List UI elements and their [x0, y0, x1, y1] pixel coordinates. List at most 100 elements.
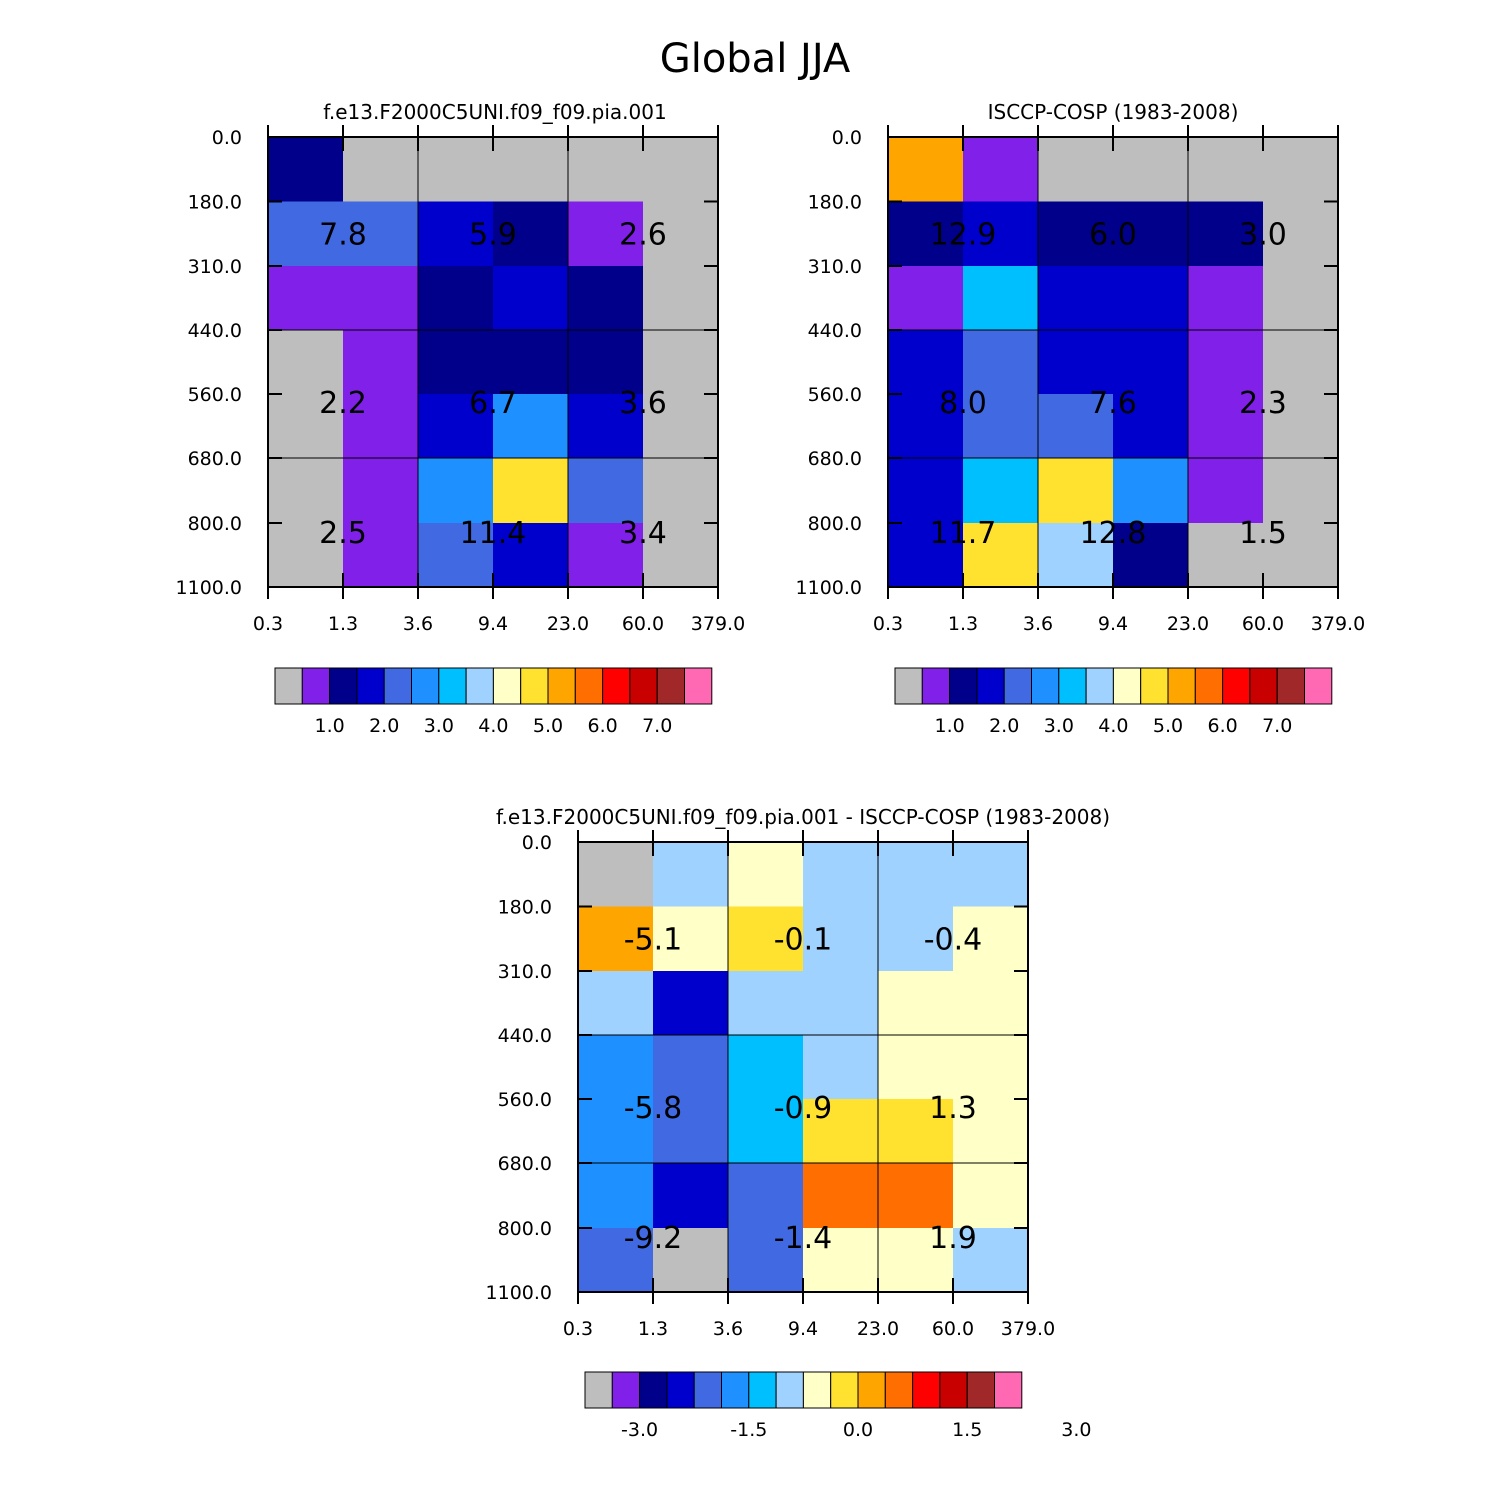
- x-tick-label: 0.3: [873, 613, 903, 635]
- colorbar-label: 5.0: [1153, 715, 1183, 737]
- cell-value-label: -9.2: [624, 1221, 683, 1256]
- heatmap-cell: [653, 1099, 729, 1164]
- heatmap-cell: [1188, 330, 1264, 395]
- colorbar-swatch: [721, 1371, 750, 1409]
- colorbar-swatch: [684, 667, 713, 705]
- panel-title: ISCCP-COSP (1983-2008): [988, 100, 1239, 124]
- colorbar-swatch: [602, 667, 631, 705]
- colorbar-swatch: [301, 667, 331, 705]
- heatmap-cell: [803, 906, 879, 972]
- colorbar-swatch: [356, 667, 385, 705]
- y-tick-label: 680.0: [498, 1153, 552, 1175]
- x-tick-label: 0.3: [253, 613, 283, 635]
- colorbar-label: -3.0: [621, 1419, 658, 1441]
- heatmap-cell: [493, 266, 569, 331]
- y-tick-label: 800.0: [498, 1218, 552, 1240]
- heatmap-cell: [878, 1163, 954, 1229]
- colorbar-swatch: [1112, 667, 1142, 705]
- y-tick-label: 0.0: [212, 127, 242, 149]
- x-tick-label: 1.3: [948, 613, 978, 635]
- heatmap-cell: [888, 458, 964, 524]
- x-tick-label: 379.0: [691, 613, 745, 635]
- heatmap-cell: [878, 1228, 954, 1293]
- colorbar-label: 5.0: [533, 715, 563, 737]
- heatmap-cell: [1263, 330, 1339, 395]
- heatmap-cell: [963, 266, 1039, 331]
- cell-value-label: -5.8: [624, 1091, 683, 1126]
- panel-title: f.e13.F2000C5UNI.f09_f09.pia.001: [323, 100, 666, 124]
- heatmap-cell: [493, 201, 569, 267]
- y-tick-label: 560.0: [498, 1089, 552, 1111]
- heatmap-cell: [1113, 458, 1189, 524]
- heatmap-cell: [578, 1035, 654, 1100]
- colorbar-label: 4.0: [1098, 715, 1128, 737]
- colorbar-swatch: [912, 1371, 941, 1409]
- heatmap-cell: [1038, 266, 1114, 331]
- heatmap-cell: [803, 1099, 879, 1164]
- heatmap-cell: [963, 330, 1039, 395]
- panel-title: f.e13.F2000C5UNI.f09_f09.pia.001 - ISCCP…: [496, 805, 1110, 829]
- heatmap-cell: [268, 523, 344, 588]
- colorbar-swatch: [884, 1371, 914, 1409]
- heatmap-cell: [728, 842, 804, 907]
- colorbar-swatch: [1140, 667, 1169, 705]
- heatmap-cell: [343, 458, 419, 524]
- heatmap-cell: [1038, 201, 1114, 267]
- colorbar-swatch: [1031, 667, 1060, 705]
- cell-value-label: 3.0: [1239, 218, 1287, 253]
- y-tick-label: 180.0: [188, 192, 242, 214]
- heatmap-cell: [963, 137, 1039, 202]
- colorbar-label: 4.0: [478, 715, 508, 737]
- heatmap-cell: [888, 201, 964, 267]
- heatmap-cell: [1038, 394, 1114, 459]
- colorbar-swatch: [994, 1371, 1023, 1409]
- y-tick-label: 440.0: [188, 320, 242, 342]
- heatmap-cell: [1263, 394, 1339, 459]
- colorbar-swatch: [520, 667, 549, 705]
- colorbar-swatch: [639, 1371, 668, 1409]
- colorbar-label: 7.0: [642, 715, 672, 737]
- heatmap-cell: [803, 1228, 879, 1293]
- heatmap-cell: [953, 1163, 1029, 1229]
- heatmap-cell: [578, 971, 654, 1036]
- cell-value-label: 2.2: [319, 386, 367, 421]
- colorbar-label: 6.0: [587, 715, 617, 737]
- heatmap-cell: [888, 394, 964, 459]
- x-tick-label: 9.4: [1098, 613, 1128, 635]
- heatmap-cell: [803, 971, 879, 1036]
- heatmap-cell: [268, 330, 344, 395]
- colorbar-swatch: [656, 667, 686, 705]
- colorbar-swatch: [693, 1371, 723, 1409]
- heatmap-cell: [1188, 458, 1264, 524]
- x-tick-label: 23.0: [547, 613, 589, 635]
- heatmap-cell: [878, 842, 954, 907]
- heatmap-cell: [418, 330, 494, 395]
- heatmap-cell: [418, 523, 494, 588]
- cell-value-label: 11.7: [930, 516, 997, 551]
- heatmap-cell: [963, 394, 1039, 459]
- y-tick-label: 680.0: [188, 448, 242, 470]
- colorbar-label: 3.0: [1044, 715, 1074, 737]
- heatmap-cell: [888, 523, 964, 588]
- observation-panel: ISCCP-COSP (1983-2008) 0.0 180.0 310.0 440.…: [796, 100, 1366, 737]
- cell-value-label: 6.7: [469, 386, 517, 421]
- x-tick-label: 60.0: [932, 1318, 974, 1340]
- heatmap-cell: [1263, 201, 1339, 267]
- colorbar-swatch: [492, 667, 522, 705]
- heatmap-cell: [963, 458, 1039, 524]
- colorbar-label: 1.0: [934, 715, 964, 737]
- heatmap-cell: [1263, 458, 1339, 524]
- y-tick-label: 1100.0: [176, 577, 242, 599]
- colorbar-swatch: [274, 667, 303, 705]
- colorbar-swatch: [894, 667, 923, 705]
- heatmap-cell: [1113, 394, 1189, 459]
- y-tick-label: 310.0: [808, 256, 862, 278]
- heatmap-cell: [343, 330, 419, 395]
- y-tick-label: 180.0: [498, 897, 552, 919]
- cell-value-label: 5.9: [469, 218, 517, 253]
- heatmap-cell: [653, 1228, 729, 1293]
- colorbar-label: 0.0: [843, 1419, 873, 1441]
- heatmap-cell: [568, 330, 644, 395]
- heatmap-cell: [878, 1035, 954, 1100]
- heatmap-cell: [878, 1099, 954, 1164]
